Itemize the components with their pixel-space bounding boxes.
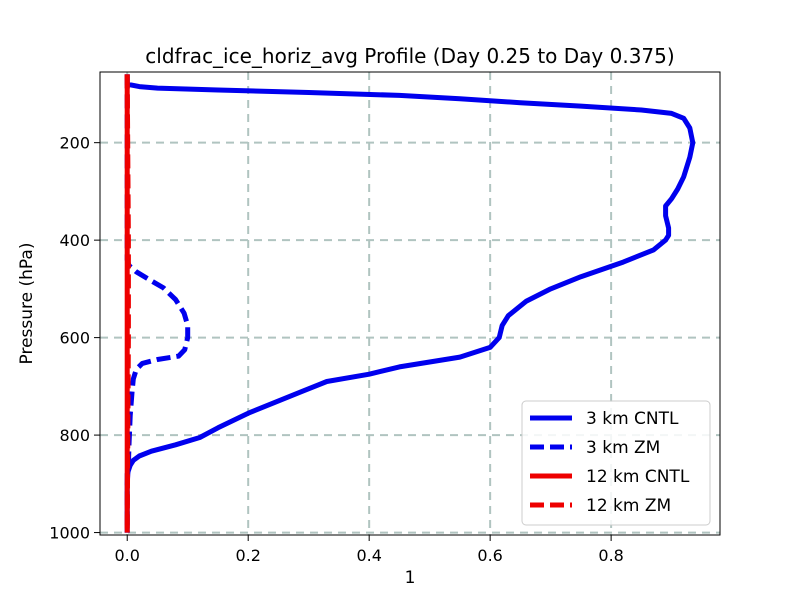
axis-ticks: 0.0 0.2 0.4 0.6 0.8 200 400 600 800 1000 [49,134,624,565]
series-line-3-km-zm [124,74,191,533]
y-tick-label: 200 [59,134,90,153]
x-tick-label: 0.6 [477,546,502,565]
axes-frame [99,71,721,536]
legend-label: 12 km ZM [586,496,671,516]
x-tick-label: 0.2 [235,546,260,565]
y-tick-label: 800 [59,426,90,445]
chart-title: cldfrac_ice_horiz_avg Profile (Day 0.25 … [145,44,674,68]
y-axis-label: Pressure (hPa) [17,243,37,365]
x-axis-label: 1 [405,568,416,588]
x-tick-label: 0.0 [114,546,139,565]
legend-box [521,400,711,526]
plot-series [124,74,696,533]
x-tick-label: 0.4 [356,546,381,565]
series-line-3-km-cntl [124,74,696,533]
legend: 3 km CNTL 3 km ZM 12 km CNTL 12 km ZM [521,400,711,526]
y-tick-label: 1000 [49,524,90,543]
series-line-12-km-zm [124,74,131,533]
y-tick-label: 400 [59,231,90,250]
legend-label: 3 km CNTL [586,409,679,429]
legend-label: 12 km CNTL [586,467,690,487]
y-tick-label: 600 [59,329,90,348]
legend-label: 3 km ZM [586,438,660,458]
x-tick-label: 0.8 [598,546,623,565]
